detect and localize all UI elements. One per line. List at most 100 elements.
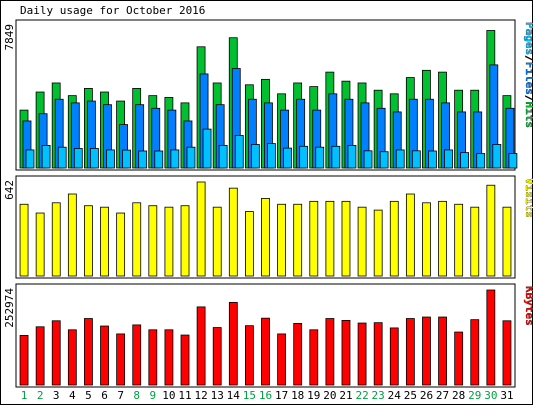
- series-label-part: Pages: [523, 22, 533, 55]
- bar-kbytes: [244, 325, 254, 386]
- bar-kbytes: [389, 327, 399, 386]
- bar-pages: [508, 153, 518, 169]
- series-label-part: KBytes: [523, 286, 533, 326]
- bar-pages: [106, 149, 115, 169]
- panel-max-label: 252974: [3, 288, 16, 328]
- bar-visits: [212, 206, 222, 277]
- bar-kbytes: [373, 322, 383, 386]
- panel-series-label: Pages/Files/Hits: [523, 22, 533, 128]
- series-label-part: /: [523, 55, 533, 62]
- series-files: [22, 64, 515, 169]
- bar-visits: [196, 181, 206, 277]
- bar-visits: [341, 200, 351, 277]
- day-label: 29: [468, 389, 481, 402]
- bar-visits: [277, 203, 287, 277]
- bar-visits: [470, 206, 480, 277]
- bar-pages: [363, 150, 373, 169]
- bar-pages: [411, 150, 421, 169]
- day-label: 4: [69, 389, 76, 402]
- bar-pages: [476, 153, 486, 169]
- bar-visits: [486, 184, 496, 277]
- bar-visits: [261, 197, 270, 277]
- series-kbytes: [19, 289, 512, 386]
- bar-visits: [422, 202, 431, 277]
- day-label: 3: [53, 389, 60, 402]
- chart-panels: 7849Pages/Files/Hits642Visits252974KByte…: [3, 19, 533, 388]
- bar-pages: [202, 128, 212, 169]
- day-label: 10: [162, 389, 175, 402]
- bar-visits: [373, 209, 383, 277]
- day-label: 27: [436, 389, 449, 402]
- day-label: 11: [178, 389, 191, 402]
- bar-kbytes: [422, 316, 431, 386]
- day-label: 12: [194, 389, 207, 402]
- series-label-part: Hits: [523, 102, 533, 129]
- day-label: 19: [307, 389, 320, 402]
- day-label: 5: [85, 389, 92, 402]
- day-label: 20: [323, 389, 336, 402]
- bar-pages: [492, 144, 502, 169]
- bar-kbytes: [180, 334, 190, 386]
- bar-pages: [122, 149, 131, 169]
- bar-pages: [234, 135, 244, 169]
- bar-kbytes: [100, 325, 109, 386]
- bar-pages: [154, 150, 164, 169]
- series-label-part: /: [523, 95, 533, 102]
- bar-visits: [19, 203, 29, 277]
- bar-visits: [389, 200, 399, 277]
- bar-pages: [73, 148, 83, 169]
- day-label: 22: [355, 389, 368, 402]
- day-label: 31: [500, 389, 513, 402]
- bar-visits: [180, 205, 190, 277]
- bar-pages: [186, 146, 196, 169]
- bar-kbytes: [293, 323, 303, 386]
- bar-kbytes: [502, 320, 512, 386]
- bar-visits: [325, 200, 335, 277]
- bar-visits: [132, 202, 142, 277]
- bar-pages: [283, 147, 292, 169]
- day-label: 21: [339, 389, 352, 402]
- bar-visits: [357, 206, 367, 277]
- bar-kbytes: [67, 329, 77, 386]
- bar-visits: [405, 193, 415, 277]
- bar-visits: [148, 205, 158, 277]
- bar-visits: [293, 203, 303, 277]
- bar-pages: [379, 151, 389, 169]
- bar-kbytes: [132, 324, 142, 386]
- day-label: 7: [117, 389, 124, 402]
- panel-max-label: 7849: [3, 24, 16, 51]
- bar-visits: [309, 200, 319, 277]
- bar-pages: [460, 152, 470, 169]
- day-label: 28: [452, 389, 465, 402]
- day-label: 2: [37, 389, 44, 402]
- day-label: 30: [484, 389, 497, 402]
- bar-pages: [25, 149, 35, 169]
- bar-kbytes: [341, 320, 351, 386]
- bar-visits: [51, 202, 61, 277]
- day-label: 13: [211, 389, 224, 402]
- bar-pages: [250, 144, 260, 169]
- bar-visits: [228, 187, 238, 277]
- bar-pages: [218, 144, 228, 169]
- chart-title: Daily usage for October 2016: [20, 4, 205, 17]
- bar-kbytes: [164, 329, 174, 386]
- panel-series-label: KBytes: [523, 286, 533, 326]
- day-label: 9: [150, 389, 157, 402]
- panel-top: 7849 Pages/Files/Hits: [3, 19, 533, 171]
- bar-kbytes: [438, 316, 447, 386]
- bar-kbytes: [212, 327, 222, 386]
- bar-pages: [347, 144, 357, 169]
- day-label: 18: [291, 389, 304, 402]
- series-pages: [25, 128, 518, 169]
- bar-pages: [57, 146, 67, 169]
- bar-kbytes: [454, 331, 464, 386]
- series-visits: [19, 181, 512, 277]
- day-label: 23: [372, 389, 385, 402]
- bar-pages: [138, 150, 148, 169]
- bar-kbytes: [277, 333, 287, 386]
- bar-visits: [100, 206, 109, 277]
- bar-pages: [267, 143, 276, 169]
- bar-kbytes: [261, 317, 270, 386]
